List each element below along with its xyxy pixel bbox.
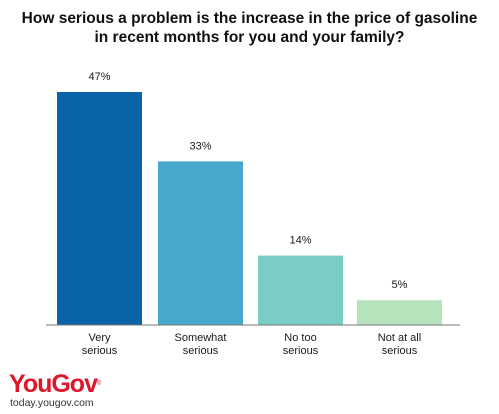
category-label-1: Somewhat serious [175,332,227,357]
bar-1 [158,161,243,325]
yougov-logo-text: YouGov [9,370,98,398]
site-url: today.yougov.com [10,397,94,409]
value-labels-group: 47% 33% 14% 5% [88,71,407,291]
value-label-1: 33% [189,140,211,152]
value-label-2: 14% [289,235,311,247]
value-label-0: 47% [88,71,110,83]
category-label-2: No too serious [283,332,319,357]
category-label-0: Very serious [82,332,118,357]
category-label-3: Not at all serious [378,332,421,357]
registered-mark: ® [96,381,102,387]
bar-3 [357,300,442,325]
category-labels-group: Very serious Somewhat serious No too serious N… [82,332,421,357]
bar-2 [258,255,343,325]
chart-title: How serious a problem is the increase in… [21,10,478,46]
bars-group [57,92,442,325]
yougov-logo: YouGov® [9,370,102,398]
bar-0 [57,92,142,325]
value-label-3: 5% [392,279,408,291]
